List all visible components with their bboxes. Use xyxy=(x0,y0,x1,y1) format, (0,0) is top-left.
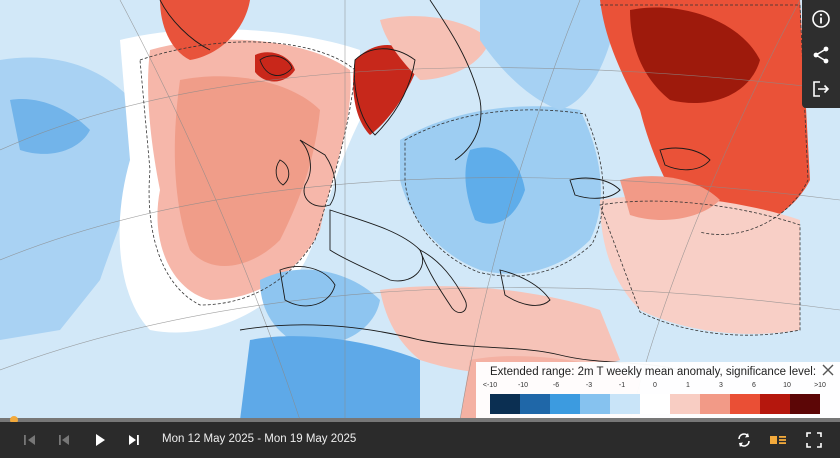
legend-swatch xyxy=(730,394,760,414)
play-icon xyxy=(96,434,105,446)
step-back-icon xyxy=(59,435,69,445)
legend-close-button[interactable] xyxy=(820,362,836,378)
fullscreen-button[interactable] xyxy=(804,430,824,450)
step-forward-icon xyxy=(129,435,139,445)
previous-frame-button[interactable] xyxy=(54,430,74,450)
legend-swatch xyxy=(670,394,700,414)
map-legend: Extended range: 2m T weekly mean anomaly… xyxy=(476,362,840,418)
loop-icon xyxy=(738,433,750,447)
first-frame-button[interactable] xyxy=(20,430,40,450)
info-icon xyxy=(812,10,830,28)
legend-swatch xyxy=(490,394,520,414)
legend-swatch xyxy=(610,394,640,414)
timeline-handle[interactable] xyxy=(10,416,18,424)
legend-tick-label: -3 xyxy=(585,382,593,389)
legend-swatch xyxy=(520,394,550,414)
legend-swatch xyxy=(580,394,610,414)
legend-tick-label: 3 xyxy=(719,382,723,389)
legend-tick-label: -10 xyxy=(517,382,529,389)
next-frame-button[interactable] xyxy=(124,430,144,450)
legend-tick-label: >10 xyxy=(814,382,826,389)
legend-swatch xyxy=(640,394,670,414)
legend-ticks: <-10 -10 -6 -3 -1 0 1 3 6 10 >10 xyxy=(476,382,840,392)
side-toolbar xyxy=(802,0,840,108)
legend-swatch xyxy=(550,394,580,414)
legend-tick-label: <-10 xyxy=(482,382,498,389)
date-range-label: Mon 12 May 2025 - Mon 19 May 2025 xyxy=(162,433,357,445)
anomaly-map[interactable] xyxy=(0,0,840,420)
legend-swatch xyxy=(760,394,790,414)
skip-first-icon xyxy=(24,435,35,445)
share-button[interactable] xyxy=(806,40,836,70)
loop-button[interactable] xyxy=(734,430,754,450)
share-icon xyxy=(813,46,829,64)
layers-button[interactable] xyxy=(768,430,788,450)
legend-tick-label: 10 xyxy=(783,382,791,389)
legend-swatch xyxy=(790,394,820,414)
play-button[interactable] xyxy=(90,430,110,450)
legend-tick-label: 1 xyxy=(686,382,690,389)
legend-tick-label: 0 xyxy=(653,382,657,389)
legend-swatch xyxy=(700,394,730,414)
legend-title: Extended range: 2m T weekly mean anomaly… xyxy=(490,366,820,378)
timeline-track[interactable] xyxy=(0,418,840,422)
legend-tick-label: -6 xyxy=(552,382,560,389)
legend-color-bar xyxy=(490,394,820,414)
legend-tick-label: 6 xyxy=(752,382,756,389)
close-icon xyxy=(822,364,834,376)
export-icon xyxy=(813,81,830,97)
fullscreen-icon xyxy=(806,432,822,448)
info-button[interactable] xyxy=(806,4,836,34)
playback-controls: Mon 12 May 2025 - Mon 19 May 2025 xyxy=(0,422,840,458)
layers-icon xyxy=(770,436,786,444)
export-button[interactable] xyxy=(806,74,836,104)
legend-tick-label: -1 xyxy=(618,382,626,389)
